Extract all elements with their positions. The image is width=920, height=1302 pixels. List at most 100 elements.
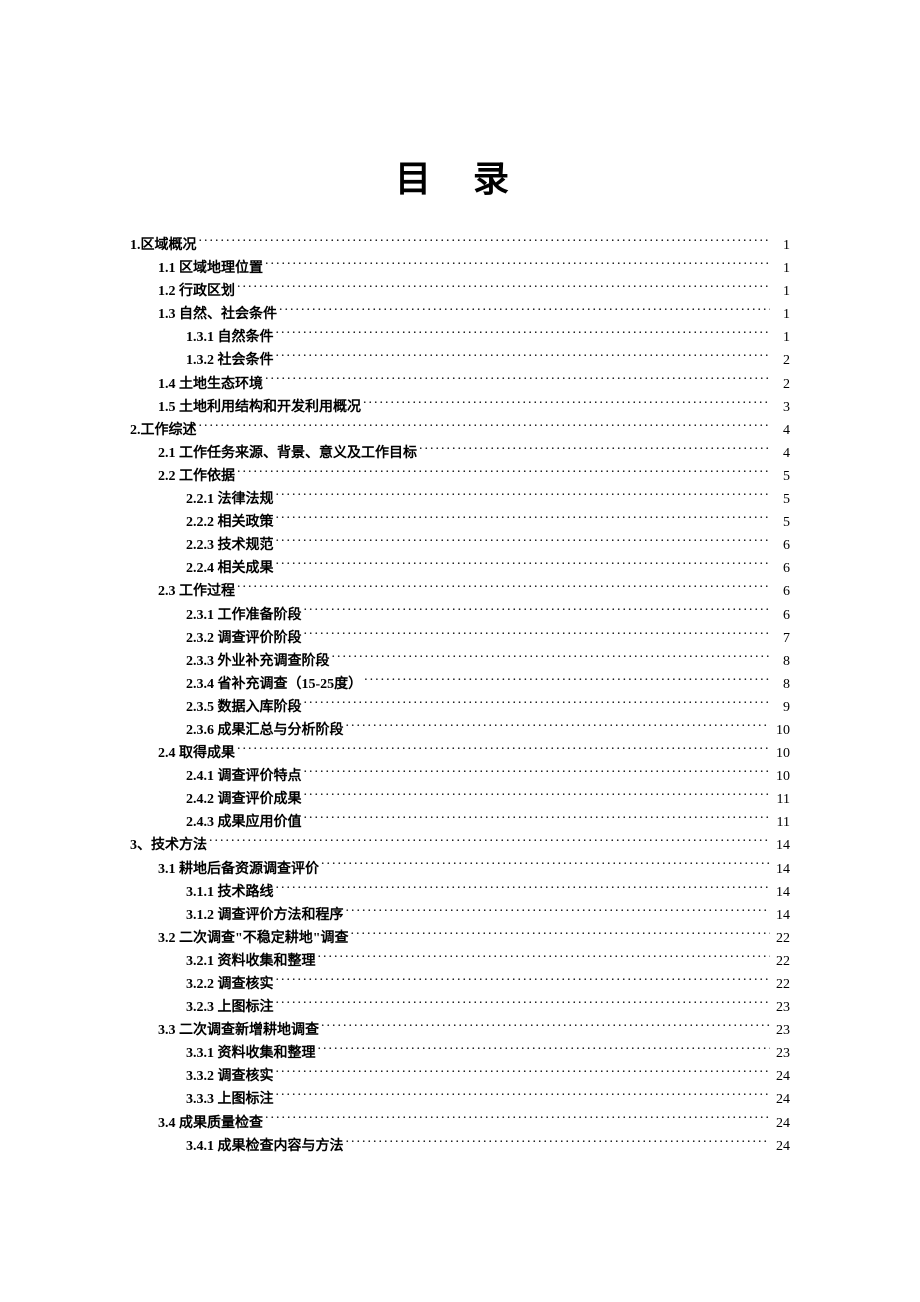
toc-entry-page: 1 [772, 326, 790, 349]
toc-entry-page: 24 [772, 1112, 790, 1135]
toc-leader-dots [276, 350, 771, 364]
toc-entry-label: 2.2.1 法律法规 [186, 488, 274, 511]
toc-entry-label: 3.4 成果质量检查 [158, 1112, 263, 1135]
toc-entry: 3.2.1 资料收集和整理 22 [186, 950, 790, 973]
toc-entry-label: 1.2 行政区划 [158, 280, 235, 303]
toc-entry-page: 2 [772, 373, 790, 396]
toc-leader-dots [304, 812, 771, 826]
toc-entry: 1.3.1 自然条件1 [186, 326, 790, 349]
toc-entry-label: 3.3.1 资料收集和整理 [186, 1042, 316, 1065]
toc-leader-dots [199, 235, 771, 249]
toc-entry-label: 3.2.2 调查核实 [186, 973, 274, 996]
toc-entry: 3.3 二次调查新增耕地调查23 [158, 1019, 790, 1042]
toc-entry: 2.1 工作任务来源、背景、意义及工作目标4 [158, 442, 790, 465]
toc-entry-label: 2.4.3 成果应用价值 [186, 811, 302, 834]
toc-entry-page: 8 [772, 650, 790, 673]
toc-leader-dots [276, 1089, 771, 1103]
toc-entry: 3.1.1 技术路线 14 [186, 881, 790, 904]
toc-entry: 2.2.4 相关成果 6 [186, 557, 790, 580]
toc-entry-label: 2.2.4 相关成果 [186, 557, 274, 580]
toc-entry-page: 5 [772, 488, 790, 511]
toc-entry: 3.2 二次调查"不稳定耕地"调查22 [158, 927, 790, 950]
toc-entry-page: 1 [772, 257, 790, 280]
toc-entry-page: 8 [772, 673, 790, 696]
toc-leader-dots [321, 1020, 770, 1034]
toc-leader-dots [265, 1113, 770, 1127]
toc-leader-dots [332, 651, 771, 665]
toc-entry-page: 14 [772, 834, 790, 857]
toc-leader-dots [276, 974, 771, 988]
toc-entry-label: 2.4.1 调查评价特点 [186, 765, 302, 788]
toc-entry: 1.5 土地利用结构和开发利用概况3 [158, 396, 790, 419]
toc-entry-label: 3、技术方法 [130, 834, 207, 857]
toc-entry-label: 3.2.1 资料收集和整理 [186, 950, 316, 973]
toc-entry-page: 24 [772, 1135, 790, 1158]
toc-leader-dots [304, 766, 771, 780]
toc-entry-page: 10 [772, 742, 790, 765]
toc-leader-dots [237, 466, 770, 480]
toc-leader-dots [237, 281, 770, 295]
toc-entry: 2.2.3 技术规范 6 [186, 534, 790, 557]
toc-entry-page: 6 [772, 534, 790, 557]
toc-entry-page: 14 [772, 881, 790, 904]
toc-leader-dots [276, 489, 771, 503]
toc-entry-label: 2.3.5 数据入库阶段 [186, 696, 302, 719]
toc-entry-label: 2.工作综述 [130, 419, 197, 442]
toc-entry: 2.4.3 成果应用价值 11 [186, 811, 790, 834]
toc-entry-label: 3.1 耕地后备资源调查评价 [158, 858, 319, 881]
toc-entry-label: 3.4.1 成果检查内容与方法 [186, 1135, 344, 1158]
toc-entry-label: 1.1 区域地理位置 [158, 257, 263, 280]
toc-leader-dots [364, 674, 770, 688]
toc-entry: 1.区域概况1 [130, 234, 790, 257]
toc-entry: 3.4 成果质量检查 24 [158, 1112, 790, 1135]
toc-title: 目 录 [130, 150, 790, 202]
toc-entry-label: 2.2.3 技术规范 [186, 534, 274, 557]
toc-leader-dots [276, 1066, 771, 1080]
toc-entry: 2.2 工作依据5 [158, 465, 790, 488]
toc-entry-page: 24 [772, 1088, 790, 1111]
toc-entry: 3.3.2 调查核实 24 [186, 1065, 790, 1088]
toc-entry-label: 2.3.3 外业补充调查阶段 [186, 650, 330, 673]
toc-entry-page: 23 [772, 1042, 790, 1065]
toc-entry-page: 6 [772, 557, 790, 580]
toc-entry-page: 4 [772, 442, 790, 465]
toc-leader-dots [419, 443, 770, 457]
toc-leader-dots [276, 512, 771, 526]
toc-entry-page: 14 [772, 904, 790, 927]
toc-entry-page: 2 [772, 349, 790, 372]
toc-entry: 2.3.3 外业补充调查阶段 8 [186, 650, 790, 673]
toc-entry: 2.3.1 工作准备阶段6 [186, 604, 790, 627]
toc-entry-page: 23 [772, 996, 790, 1019]
toc-leader-dots [304, 628, 771, 642]
toc-entry: 3.2.2 调查核实22 [186, 973, 790, 996]
toc-entry: 1.4 土地生态环境2 [158, 373, 790, 396]
toc-entry-label: 2.2.2 相关政策 [186, 511, 274, 534]
toc-leader-dots [276, 535, 771, 549]
toc-leader-dots [265, 258, 770, 272]
toc-leader-dots [346, 720, 771, 734]
toc-leader-dots [304, 605, 771, 619]
toc-entry-label: 3.2.3 上图标注 [186, 996, 274, 1019]
toc-entry-page: 6 [772, 580, 790, 603]
toc-leader-dots [276, 558, 771, 572]
toc-entry-label: 1.区域概况 [130, 234, 197, 257]
toc-entry: 2.4 取得成果 10 [158, 742, 790, 765]
toc-entry-label: 3.3.2 调查核实 [186, 1065, 274, 1088]
toc-entry-page: 5 [772, 465, 790, 488]
toc-entry-label: 1.3 自然、社会条件 [158, 303, 277, 326]
toc-entry-page: 24 [772, 1065, 790, 1088]
toc-leader-dots [321, 859, 770, 873]
toc-entry-label: 1.3.2 社会条件 [186, 349, 274, 372]
toc-entry-page: 22 [772, 950, 790, 973]
toc-entry-label: 3.1.1 技术路线 [186, 881, 274, 904]
toc-entry: 1.1 区域地理位置 1 [158, 257, 790, 280]
toc-entry: 3、技术方法 14 [130, 834, 790, 857]
toc-entry: 3.1 耕地后备资源调查评价14 [158, 858, 790, 881]
toc-leader-dots [276, 997, 771, 1011]
toc-container: 1.区域概况11.1 区域地理位置 1 1.2 行政区划 1 1.3 自然、社会条件 11… [130, 234, 790, 1158]
toc-entry-label: 2.4 取得成果 [158, 742, 235, 765]
toc-entry-label: 2.4.2 调查评价成果 [186, 788, 302, 811]
toc-entry-page: 11 [772, 811, 790, 834]
toc-entry-label: 2.3.2 调查评价阶段 [186, 627, 302, 650]
toc-entry: 3.1.2 调查评价方法和程序14 [186, 904, 790, 927]
